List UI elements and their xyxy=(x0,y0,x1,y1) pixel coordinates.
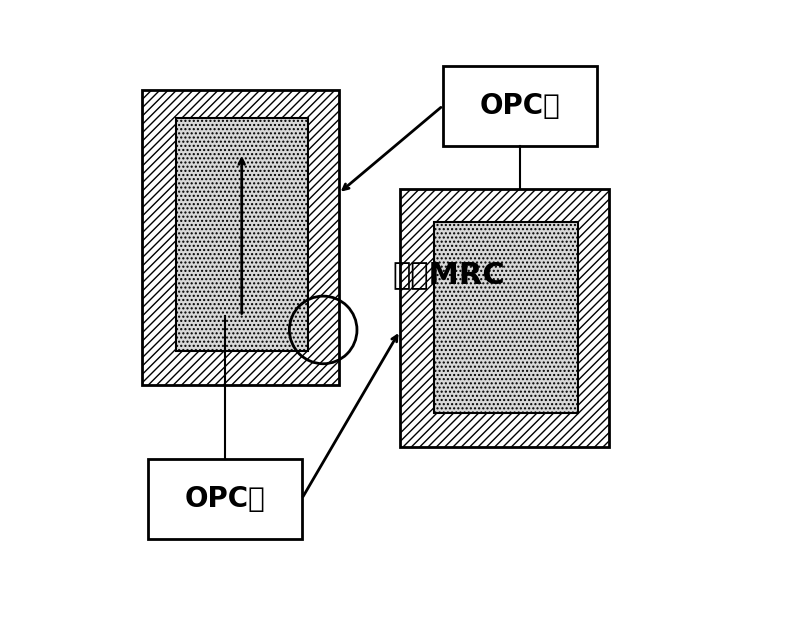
FancyBboxPatch shape xyxy=(142,90,338,385)
Text: 违反MRC: 违反MRC xyxy=(393,260,506,289)
Text: OPC前: OPC前 xyxy=(185,485,265,513)
FancyBboxPatch shape xyxy=(148,459,302,539)
FancyBboxPatch shape xyxy=(400,189,609,447)
FancyBboxPatch shape xyxy=(176,118,308,351)
FancyBboxPatch shape xyxy=(434,222,578,413)
Text: OPC后: OPC后 xyxy=(479,92,560,120)
FancyBboxPatch shape xyxy=(443,65,597,146)
